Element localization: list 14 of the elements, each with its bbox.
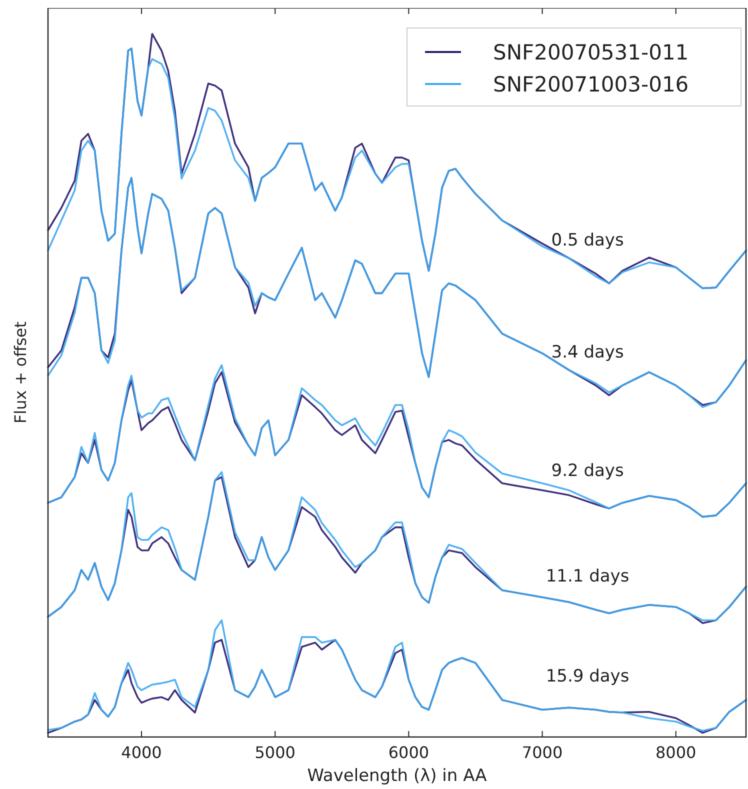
x-axis-title: Wavelength (λ) in AA — [307, 766, 488, 786]
annotation: 9.2 days — [551, 461, 624, 482]
y-axis-title: Flux + offset — [11, 321, 30, 424]
annotation: 3.4 days — [551, 342, 624, 362]
x-tick-label: 6000 — [388, 743, 430, 762]
x-tick-label: 8000 — [656, 743, 696, 762]
legend-label: SNF20071003-016 — [493, 72, 689, 96]
legend-label: SNF20070531-011 — [493, 40, 689, 64]
annotation: 11.1 days — [546, 566, 630, 587]
annotation: 15.9 days — [546, 666, 630, 687]
x-tick-label: 5000 — [254, 743, 296, 762]
annotation: 0.5 days — [551, 230, 624, 251]
x-tick-label: 7000 — [522, 743, 563, 762]
x-tick-label: 4000 — [121, 743, 162, 762]
